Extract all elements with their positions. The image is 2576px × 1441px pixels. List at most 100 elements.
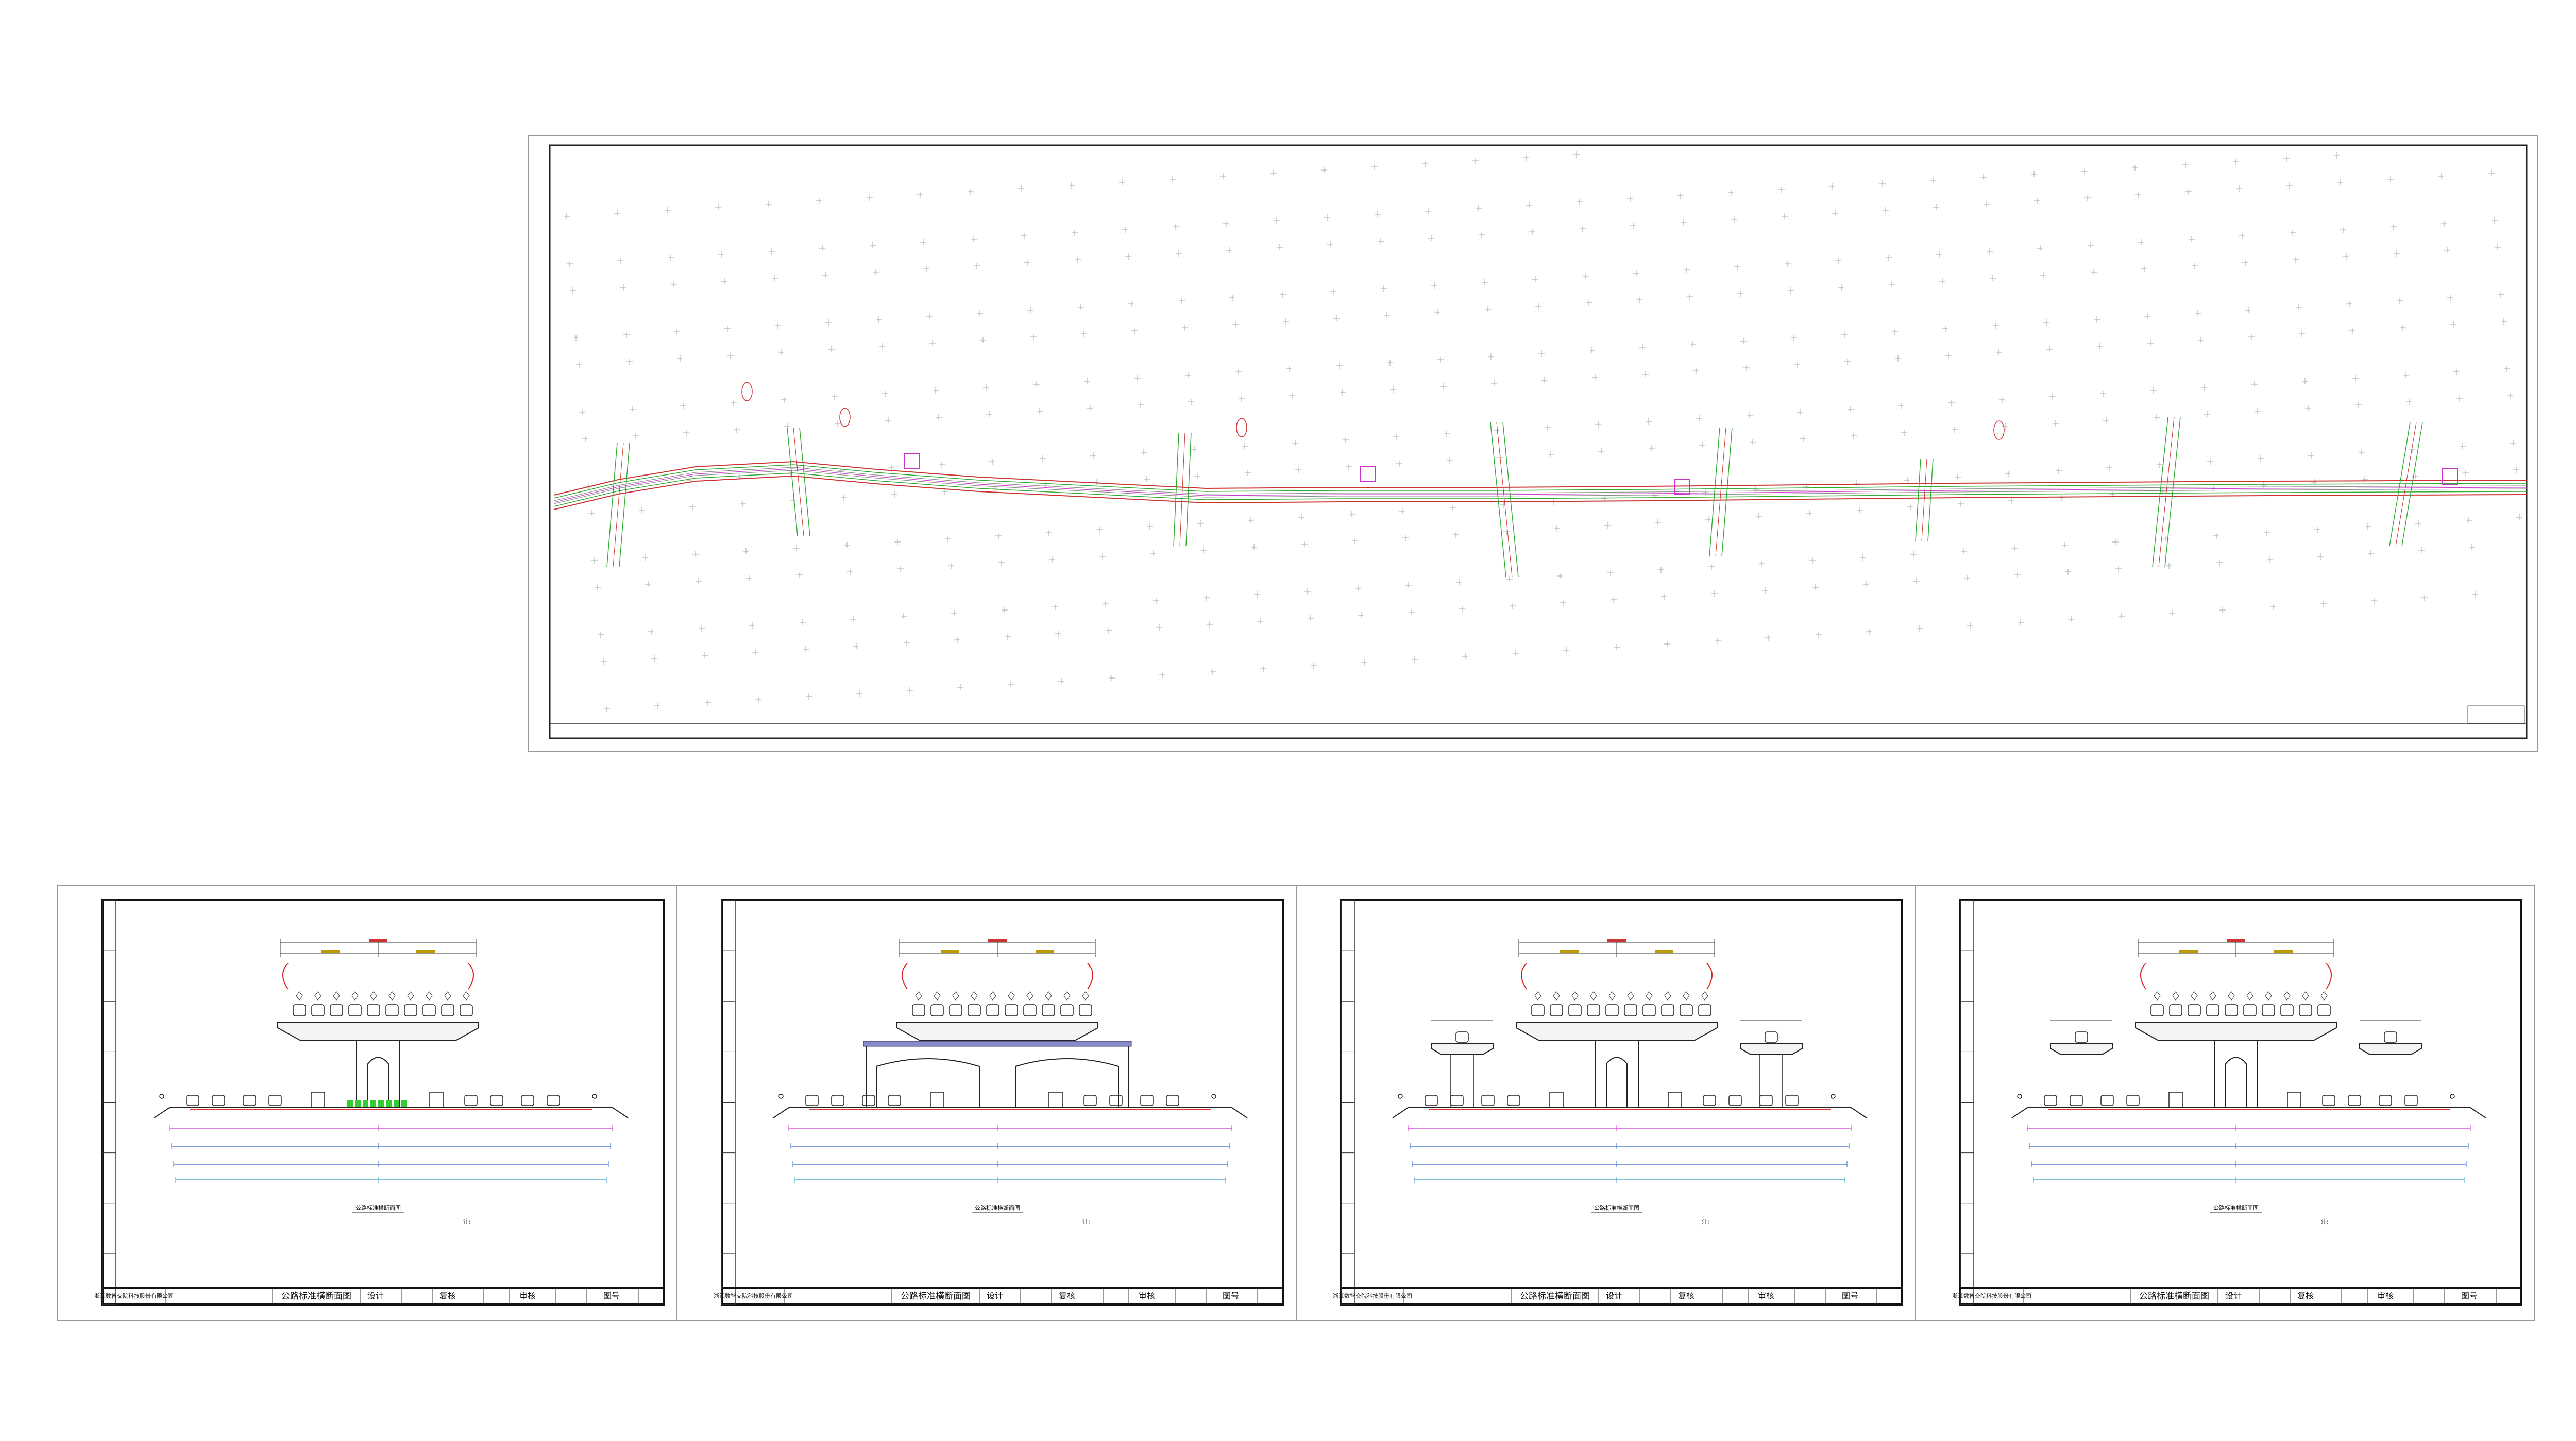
- deck-vehicle: [1060, 1004, 1074, 1016]
- grid-cross: [2438, 173, 2444, 179]
- grid-cross: [1917, 625, 1923, 632]
- grid-cross: [901, 613, 907, 619]
- grid-cross: [1592, 374, 1598, 380]
- edge-arrow: [1521, 963, 1527, 990]
- drawing-no-label: 图号: [1223, 1291, 1239, 1301]
- ground-vehicle: [2322, 1095, 2335, 1106]
- grid-cross: [1298, 514, 1304, 520]
- deck-vehicle: [1680, 1004, 1693, 1016]
- plan-legend-box: [2467, 705, 2525, 724]
- grid-cross: [822, 272, 828, 278]
- grid-cross: [1147, 523, 1153, 530]
- grid-cross: [992, 485, 998, 491]
- grid-cross: [1378, 238, 1384, 244]
- grid-cross: [1220, 173, 1226, 179]
- grid-cross: [1399, 508, 1405, 514]
- grid-cross: [740, 501, 746, 507]
- grid-cross: [2308, 452, 2314, 459]
- median-planting: [401, 1100, 407, 1108]
- grid-cross: [1580, 226, 1586, 232]
- grid-cross: [1229, 295, 1235, 301]
- edge-arrow: [468, 963, 474, 990]
- grid-cross: [1274, 217, 1280, 224]
- ground-line: [1392, 1107, 1867, 1118]
- grid-cross: [1743, 365, 1750, 371]
- grid-cross: [778, 349, 784, 355]
- grid-cross: [983, 384, 989, 391]
- grid-cross: [1573, 151, 1580, 158]
- ground-vehicle: [464, 1095, 478, 1106]
- pier: [1595, 1040, 1639, 1108]
- grid-cross: [2185, 189, 2192, 195]
- grid-cross: [1040, 455, 1046, 462]
- grid-cross: [1677, 193, 1684, 199]
- grid-cross: [1387, 360, 1393, 366]
- grid-cross: [2296, 304, 2302, 310]
- edge-arrow: [902, 963, 908, 990]
- grid-cross: [1762, 587, 1768, 594]
- median-planting: [386, 1100, 392, 1108]
- grid-cross: [1604, 522, 1611, 529]
- grid-cross: [727, 352, 734, 359]
- grid-cross: [2169, 610, 2175, 616]
- median-planting: [370, 1100, 376, 1108]
- deck-vehicle: [2169, 1004, 2182, 1016]
- grid-cross: [689, 504, 696, 510]
- sheet-title: 公路标准横断面图: [281, 1291, 351, 1301]
- grid-cross: [2495, 244, 2501, 250]
- ground-vehicle: [2100, 1095, 2114, 1106]
- grid-cross: [2213, 533, 2219, 539]
- grid-cross: [796, 572, 803, 578]
- grid-cross: [648, 629, 654, 635]
- ground-vehicle: [1703, 1095, 1716, 1106]
- grid-cross: [867, 195, 873, 201]
- grid-cross: [1788, 287, 1794, 294]
- deck-vehicle: [1587, 1004, 1600, 1016]
- grid-cross: [1990, 275, 1996, 281]
- grid-cross: [677, 355, 683, 362]
- grid-cross: [1646, 418, 1652, 425]
- grid-cross: [1554, 525, 1560, 532]
- grid-cross: [1283, 318, 1289, 325]
- grid-cross: [772, 275, 778, 281]
- deck-vehicle: [1550, 1004, 1563, 1016]
- grid-cross: [1327, 241, 1333, 247]
- ramp-deck: [2359, 1043, 2422, 1055]
- grid-cross: [2463, 470, 2469, 476]
- grid-cross: [1913, 578, 1920, 584]
- station-marker: [904, 453, 920, 469]
- ground-vehicle: [1109, 1095, 1123, 1106]
- grid-cross: [1681, 219, 1687, 226]
- pier: [2214, 1040, 2258, 1108]
- lane-marker: [1026, 991, 1033, 1001]
- grid-cross: [1358, 612, 1364, 618]
- lane-marker: [388, 991, 396, 1001]
- drawing-no-label: 图号: [2461, 1291, 2478, 1301]
- grid-cross: [2359, 449, 2365, 455]
- grid-cross: [2135, 192, 2141, 198]
- sign-marker: [1236, 418, 1247, 437]
- grid-cross: [665, 207, 671, 213]
- grid-cross: [1832, 210, 1838, 216]
- grid-cross: [2371, 598, 2377, 604]
- grid-cross: [1381, 285, 1387, 292]
- grid-cross: [1967, 622, 1973, 629]
- review-label: 审核: [519, 1291, 536, 1301]
- grid-cross: [1210, 669, 1216, 675]
- lane-marker: [2228, 991, 2235, 1001]
- grid-cross: [2255, 408, 2261, 414]
- ramp-vehicle: [1765, 1031, 1778, 1043]
- plan-drawing: [553, 151, 2527, 712]
- grid-cross: [1431, 282, 1437, 289]
- grid-cross: [591, 557, 598, 564]
- grid-cross: [2349, 328, 2355, 334]
- grid-cross: [2302, 378, 2308, 384]
- grid-cross: [2305, 405, 2311, 411]
- grid-cross: [971, 236, 977, 242]
- deck-vehicle: [2243, 1004, 2257, 1016]
- lane-marker: [952, 991, 959, 1001]
- grid-cross: [1437, 357, 1444, 363]
- grid-cross: [1586, 300, 1592, 306]
- grid-cross: [1058, 678, 1064, 684]
- median-planting: [394, 1100, 399, 1108]
